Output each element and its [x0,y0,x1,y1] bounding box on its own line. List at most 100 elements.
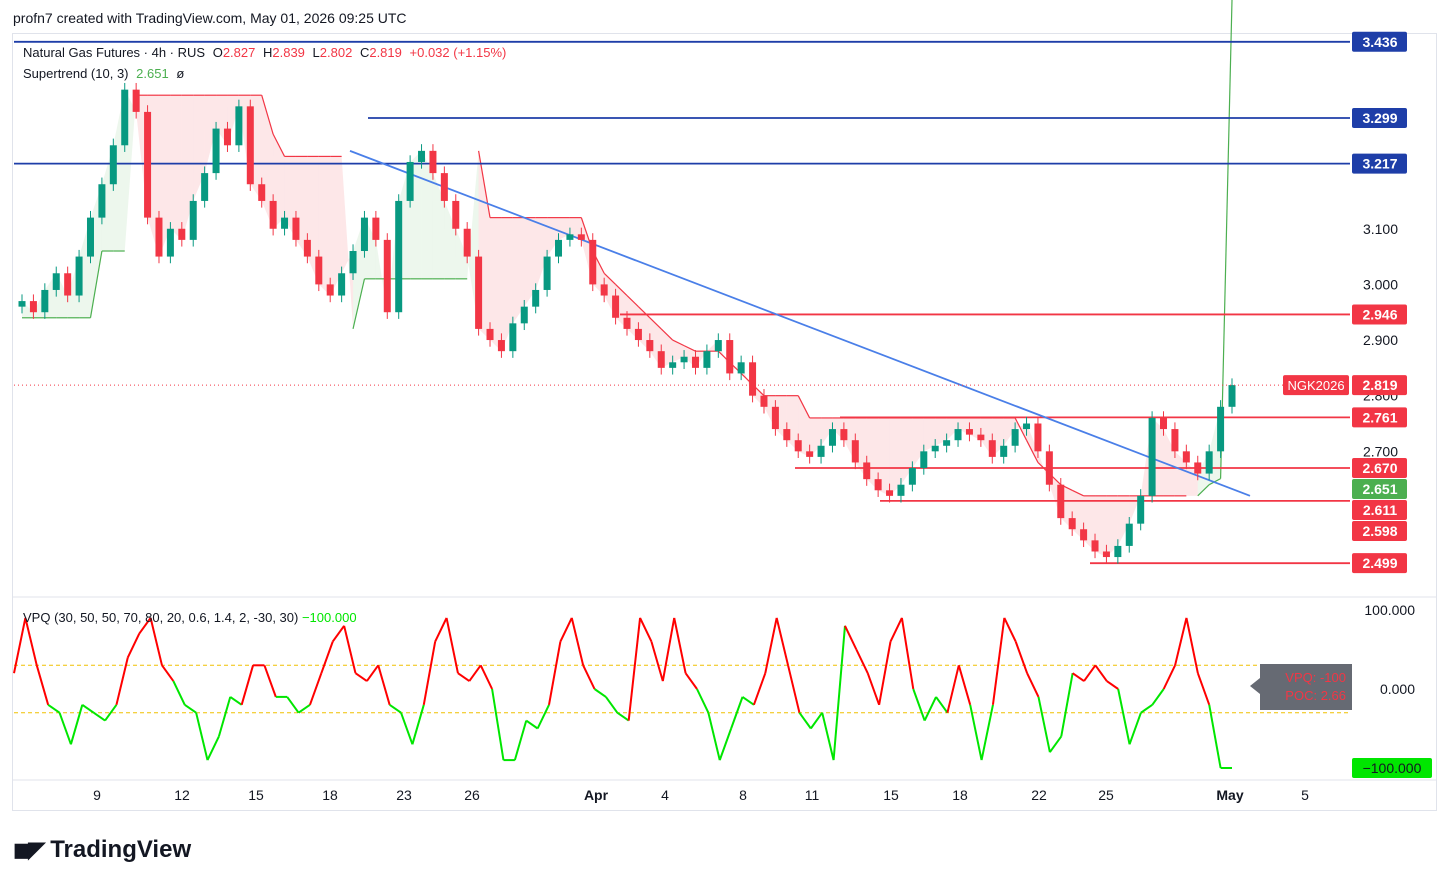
time-tick-10: 15 [883,787,899,803]
vpq-segment-33 [389,703,402,714]
supertrend-fill-75 [878,417,890,496]
symbol-tag: NGK2026 [1287,378,1344,393]
vpq-segment-4 [58,712,72,745]
vpq-segment-47 [548,641,562,705]
price-tag-2.598: 2.598 [1362,523,1397,539]
vpq-segment-95 [1094,664,1108,682]
supertrend-fill-37 [444,200,456,279]
candle-body-80 [931,445,939,452]
supertrend-fill-81 [946,417,959,441]
vpq-segment-44 [513,720,528,761]
symbol-title: Natural Gas Futures · 4h · RUS [23,45,206,60]
high-label: H [262,45,273,60]
candle-body-46 [543,256,551,290]
supertrend-segment-54 [637,306,651,319]
supertrend-fill-78 [912,417,924,469]
price-tag-bg-2.611 [1352,500,1407,521]
supertrend-fill-27 [330,156,342,296]
candle-body-95 [1102,551,1110,558]
candle-body-19 [235,106,243,146]
symbol-legend[interactable]: Natural Gas Futures · 4h · RUS O2.827 H2… [23,45,510,60]
candle-body-75 [874,479,882,491]
supertrend-fill-28 [341,156,354,329]
supertrend-value: 2.651 [136,66,169,81]
supertrend-segment-53 [626,295,639,308]
time-tick-4: 23 [396,787,412,803]
candle-body-73 [851,440,859,463]
vpq-segment-64 [741,696,755,706]
supertrend-segment-29 [352,278,366,330]
vpq-segment-50 [582,664,596,690]
vpq-tick-1: 0.000 [1380,681,1415,697]
vpq-segment-57 [661,617,676,682]
candle-body-79 [920,451,928,469]
supertrend-segment-105 [1219,0,1233,479]
vpq-segment-32 [377,665,391,706]
candle-body-4 [64,273,72,296]
supertrend-legend[interactable]: Supertrend (10, 3) 2.651 ø [23,66,188,81]
candle-body-71 [828,429,836,446]
time-tick-14: May [1216,787,1243,803]
candle-body-100 [1160,417,1168,430]
vpq-segment-88 [1014,641,1029,674]
candle-body-74 [863,462,871,480]
price-tag-bg-3.436 [1352,31,1407,52]
candle-body-7 [98,184,106,218]
supertrend-label: Supertrend (10, 3) [23,66,129,81]
candle-body-60 [703,351,711,368]
price-tag-2.611: 2.611 [1363,502,1397,518]
candle-body-102 [1182,451,1190,463]
candle-body-90 [1045,451,1053,485]
vpq-segment-5 [69,704,84,745]
vpq-segment-84 [969,704,983,761]
vpq-value: −100.000 [301,610,357,625]
candle-body-63 [737,362,745,374]
vpq-tick-0: 100.000 [1364,602,1415,618]
vpq-segment-13 [161,664,175,682]
candle-body-47 [555,239,563,257]
candle-body-14 [178,228,186,240]
candle-body-58 [680,356,688,363]
time-tick-3: 18 [322,787,338,803]
candle-body-48 [566,234,574,240]
candle-body-38 [452,200,460,229]
vpq-legend[interactable]: VPQ (30, 50, 50, 70, 80, 20, 0.6, 1.4, 2… [23,610,357,625]
candle-body-18 [223,128,231,146]
candle-body-42 [497,340,505,352]
vpq-segment-103 [1185,617,1199,674]
low-label: L [312,45,320,60]
change-value: +0.032 (+1.15%) [409,45,507,60]
time-tick-2: 15 [248,787,264,803]
tradingview-logo-icon: ◼◤ [13,837,45,862]
candle-body-20 [246,106,254,185]
price-tick-2: 2.900 [1363,332,1398,348]
supertrend-fill-41 [490,217,502,352]
vpq-segment-78 [900,617,915,690]
candle-body-29 [349,251,357,274]
vpq-segment-29 [343,625,357,674]
supertrend-fill-102 [1186,462,1198,496]
candle-body-23 [281,217,289,229]
vpq-segment-59 [684,672,698,690]
candle-body-16 [201,173,209,201]
price-tick-1: 3.000 [1363,276,1398,292]
time-tick-1: 12 [174,787,190,803]
candle-body-28 [338,273,346,296]
vpq-segment-48 [559,617,573,643]
supertrend-fill-45 [535,217,548,290]
price-tag-bg-2.651 [1352,479,1407,500]
candle-body-59 [691,356,699,368]
vpq-segment-39 [457,672,470,682]
open-value: 2.827 [222,45,256,60]
time-tick-12: 22 [1031,787,1047,803]
supertrend-segment-103 [1197,484,1210,497]
chart-credit: profn7 created with TradingView.com, May… [13,10,407,26]
candle-body-17 [212,128,220,174]
supertrend-segment-57 [672,339,685,347]
tradingview-logo[interactable]: ◼◤ TradingView [13,836,191,864]
supertrend-fill-79 [923,417,936,452]
price-tag-3.217: 3.217 [1362,156,1397,172]
supertrend-segment-22 [272,133,286,157]
candle-body-92 [1068,518,1076,530]
